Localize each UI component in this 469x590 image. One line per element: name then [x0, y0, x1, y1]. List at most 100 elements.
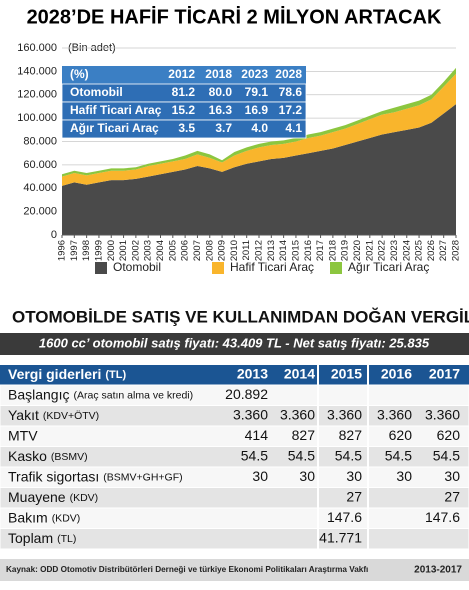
x-tick-label: 2002: [130, 240, 141, 261]
table-header-label: Vergi giderleri (TL): [8, 366, 126, 382]
inset-cell: 79.1: [245, 85, 269, 99]
inset-row-bg: [61, 119, 307, 139]
table-cell: 620: [437, 427, 461, 443]
x-tick-label: 2017: [315, 240, 326, 261]
table-header-year: 2017: [429, 366, 460, 382]
x-tick-label: 2001: [118, 240, 129, 261]
table-cell: 3.360: [280, 406, 315, 422]
table-header-year: 2013: [237, 366, 268, 382]
inset-cell: 16.9: [245, 103, 269, 117]
source-bar: [0, 559, 469, 581]
x-tick-label: 2013: [266, 240, 277, 261]
table-header-bg: [0, 365, 469, 385]
x-tick-label: 2023: [389, 240, 400, 261]
row-note: (Araç satın alma ve kredi): [73, 389, 193, 401]
x-tick-label: 2025: [414, 240, 425, 261]
x-tick-label: 2007: [192, 240, 203, 261]
table-cell: 3.360: [327, 406, 362, 422]
inset-header-cell: 2028: [275, 67, 302, 81]
y-tick-label: 0: [51, 229, 57, 241]
y-tick-label: 40.000: [23, 182, 57, 194]
row-name: Trafik sigortası: [8, 468, 99, 484]
table-cell: 3.360: [377, 406, 412, 422]
x-tick-label: 2009: [217, 240, 228, 261]
inset-cell: 78.6: [279, 85, 303, 99]
table-cell: 27: [444, 488, 460, 504]
table-cell: 620: [389, 427, 413, 443]
x-tick-label: 2008: [204, 240, 215, 261]
table-header-year: 2014: [284, 366, 315, 382]
table-cell: 414: [245, 427, 269, 443]
subtitle-bar: [0, 333, 469, 355]
section-subtitle: 1600 cc’ otomobil satış fiyatı: 43.409 T…: [39, 335, 430, 350]
y-tick-label: 100.000: [17, 112, 57, 124]
table-header-year: 2016: [381, 366, 412, 382]
inset-cell: 4.1: [285, 121, 302, 135]
table-cell: 54.5: [433, 447, 460, 463]
header-label: Vergi giderleri: [8, 366, 101, 382]
inset-header-cell: 2018: [205, 67, 232, 81]
period: 2013-2017: [414, 565, 462, 576]
table-cell: 30: [444, 468, 460, 484]
table-cell: 41.771: [319, 529, 362, 545]
x-tick-label: 1997: [69, 240, 80, 261]
x-tick-label: 2011: [241, 240, 252, 260]
row-note: (KDV): [52, 512, 81, 524]
inset-header-bg: [62, 66, 306, 84]
legend-label: Hafif Ticari Araç: [230, 260, 314, 274]
legend-label: Ağır Ticari Araç: [348, 260, 429, 274]
table-cell: 54.5: [241, 447, 268, 463]
row-name: Yakıt: [8, 406, 39, 422]
table-cell: 54.5: [385, 447, 412, 463]
table-cell: 3.360: [233, 406, 268, 422]
x-tick-label: 2019: [340, 240, 351, 261]
inset-cell: 80.0: [209, 85, 233, 99]
x-tick-label: 2006: [180, 240, 191, 261]
x-tick-label: 2020: [352, 240, 363, 261]
inset-cell: 17.2: [279, 103, 303, 117]
row-label: Toplam (TL): [8, 529, 76, 545]
y-tick-label: 140.000: [17, 65, 57, 77]
legend-label: Otomobil: [113, 260, 161, 274]
inset-cell: Hafif Ticari Araç: [70, 103, 162, 117]
inset-cell: 3.5: [178, 121, 195, 135]
row-note: (BSMV): [51, 451, 88, 463]
row-note: (BSMV+GH+GF): [103, 471, 182, 483]
x-tick-label: 2024: [401, 240, 412, 261]
table-cell: 54.5: [335, 447, 362, 463]
x-tick-label: 2022: [377, 240, 388, 261]
row-label: MTV: [8, 427, 38, 443]
x-tick-label: 2026: [426, 240, 437, 261]
y-tick-label: 80.000: [23, 135, 57, 147]
area: [62, 73, 456, 186]
x-tick-label: 2028: [451, 240, 462, 261]
row-note: (KDV): [70, 492, 99, 504]
table-header-year: 2015: [331, 366, 362, 382]
inset-cell: Ağır Ticari Araç: [70, 121, 159, 135]
x-tick-label: 1999: [93, 240, 104, 261]
inset-header-cell: 2023: [241, 67, 268, 81]
source: Kaynak: ODD Otomotiv Distribütörleri Der…: [6, 565, 368, 574]
table-cell: 147.6: [327, 509, 362, 525]
row-label: Bakım (KDV): [8, 509, 80, 525]
inset-cell: 16.3: [209, 103, 233, 117]
table-cell: 30: [252, 468, 268, 484]
y-tick-label: 20.000: [23, 206, 57, 218]
table-cell: 30: [396, 468, 412, 484]
inset-cell: 81.2: [172, 85, 196, 99]
table-cell: 3.360: [425, 406, 460, 422]
x-tick-label: 2018: [327, 240, 338, 261]
table-cell: 20.892: [225, 386, 268, 402]
row-label: Kasko (BSMV): [8, 447, 88, 463]
y-tick-label: 60.000: [23, 159, 57, 171]
header-note: (TL): [105, 369, 126, 381]
row-label: Başlangıç (Araç satın alma ve kredi): [8, 386, 193, 402]
row-note: (TL): [57, 533, 76, 545]
table-cell: 147.6: [425, 509, 460, 525]
row-name: Muayene: [8, 488, 66, 504]
chart-title: 2028’DE HAFİF TİCARİ 2 MİLYON ARTACAK: [27, 5, 442, 28]
row-note: (KDV+ÖTV): [43, 410, 99, 422]
x-tick-label: 2010: [229, 240, 240, 261]
